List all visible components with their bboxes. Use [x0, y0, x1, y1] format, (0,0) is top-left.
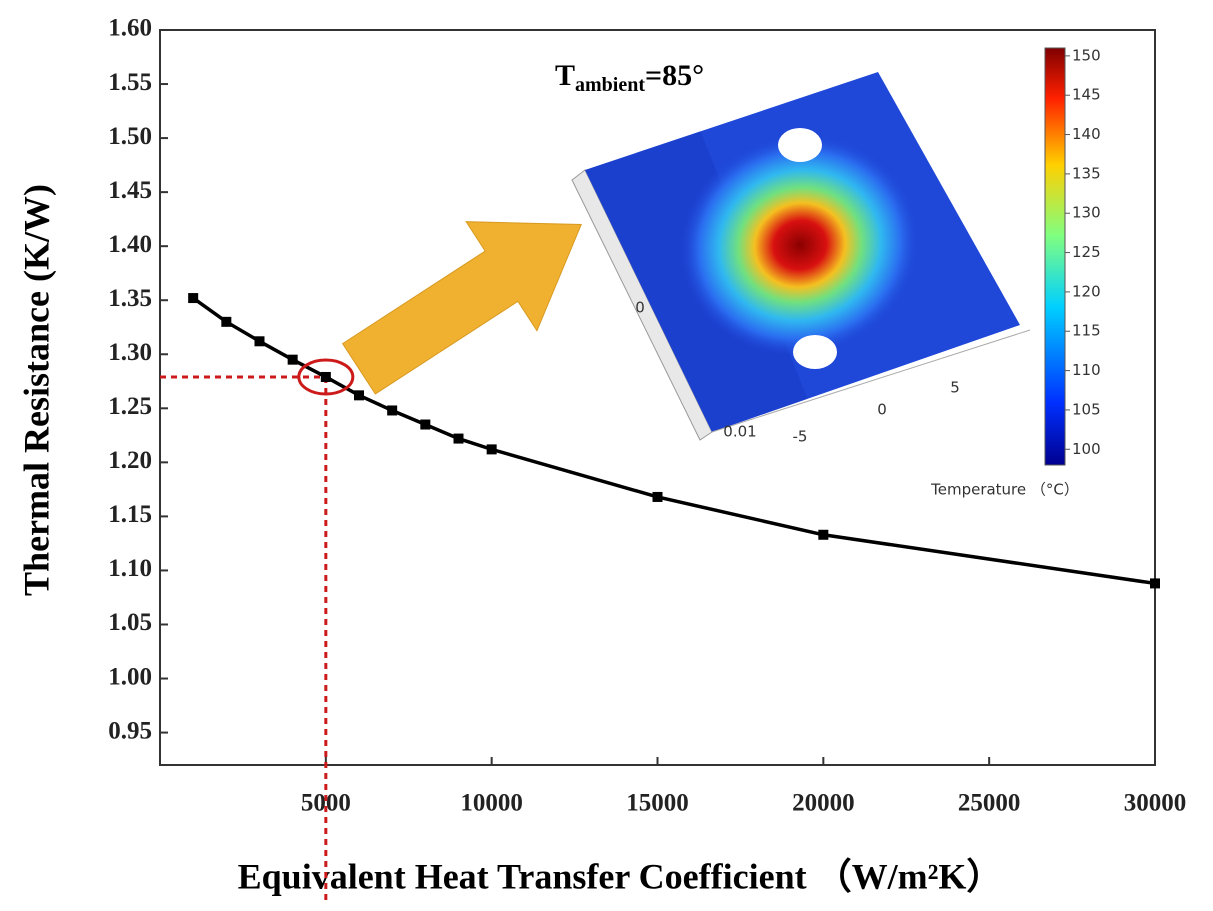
- y-tick-label: 1.45: [108, 177, 152, 204]
- inset: [571, 72, 1031, 441]
- inset-hole: [793, 335, 837, 369]
- inset-axis-label: -5: [793, 428, 808, 446]
- marker: [320, 371, 331, 382]
- colorbar-tick-label: 125: [1072, 243, 1101, 261]
- colorbar-tick-label: 130: [1072, 204, 1101, 222]
- arrow-shape: [341, 221, 582, 395]
- inset-title-sub: ambient: [575, 74, 645, 96]
- colorbar-tick-label: 115: [1072, 322, 1101, 340]
- marker: [818, 529, 829, 540]
- x-tick-label: 10000: [460, 790, 523, 817]
- colorbar-tick-label: 145: [1072, 86, 1101, 104]
- colorbar-tick-label: 150: [1072, 46, 1101, 64]
- colorbar-tick-label: 100: [1072, 440, 1101, 458]
- marker: [1150, 578, 1160, 589]
- highlight-circle: [297, 358, 355, 396]
- inset-title-rest: =85°: [645, 59, 704, 92]
- y-tick-label: 1.40: [108, 231, 152, 258]
- inset-title: Tambient=85°: [555, 59, 704, 96]
- marker: [453, 433, 464, 444]
- y-tick-label: 1.35: [108, 285, 152, 312]
- y-tick-label: 1.15: [108, 501, 152, 528]
- colorbar-tick-label: 105: [1072, 400, 1101, 418]
- x-tick-label: 25000: [958, 790, 1021, 817]
- y-tick-label: 0.95: [108, 717, 152, 744]
- arrow: [341, 221, 582, 395]
- y-tick-label: 1.55: [108, 69, 152, 96]
- y-tick-label: 1.00: [108, 663, 152, 690]
- y-tick-label: 1.10: [108, 555, 152, 582]
- x-tick-label: 5000: [301, 790, 351, 817]
- colorbar-label: Temperature （°C）: [930, 481, 1079, 499]
- inset-title-main: T: [555, 59, 575, 92]
- y-tick-label: 1.50: [108, 123, 152, 150]
- x-tick-label: 15000: [626, 790, 689, 817]
- inset-hotspot: [680, 134, 920, 356]
- marker: [221, 316, 232, 327]
- colorbar-tick-label: 135: [1072, 164, 1101, 182]
- marker: [254, 336, 265, 347]
- marker: [188, 293, 199, 304]
- inset-axis: [711, 329, 1031, 433]
- marker: [354, 390, 364, 401]
- inset-axis-label: 5: [950, 379, 960, 397]
- x-tick-label: 20000: [792, 790, 855, 817]
- marker: [420, 419, 431, 430]
- y-tick-label: 1.60: [108, 15, 152, 42]
- marker: [287, 354, 298, 365]
- y-axis-label: Thermal Resistance (K/W): [16, 184, 56, 596]
- y-tick-label: 1.05: [108, 609, 152, 636]
- marker: [652, 491, 663, 502]
- x-tick-label: 30000: [1124, 790, 1187, 817]
- colorbar: [1044, 47, 1066, 466]
- y-tick-label: 1.25: [108, 393, 152, 420]
- colorbar-tick-label: 110: [1072, 361, 1101, 379]
- inset-hole: [778, 128, 822, 162]
- y-tick-label: 1.30: [108, 339, 152, 366]
- colorbar-tick-label: 120: [1072, 282, 1101, 300]
- y-tick-label: 1.20: [108, 447, 152, 474]
- marker: [486, 444, 497, 455]
- inset-axis-label: 0: [635, 299, 645, 317]
- colorbar-tick-label: 140: [1072, 125, 1101, 143]
- inset-axis-label: 0: [877, 401, 887, 419]
- plot-frame: [159, 29, 1156, 766]
- marker: [387, 405, 398, 416]
- x-axis-label: Equivalent Heat Transfer Coefficient （W/…: [238, 856, 1003, 896]
- inset-axis-label: 0.01: [723, 423, 756, 441]
